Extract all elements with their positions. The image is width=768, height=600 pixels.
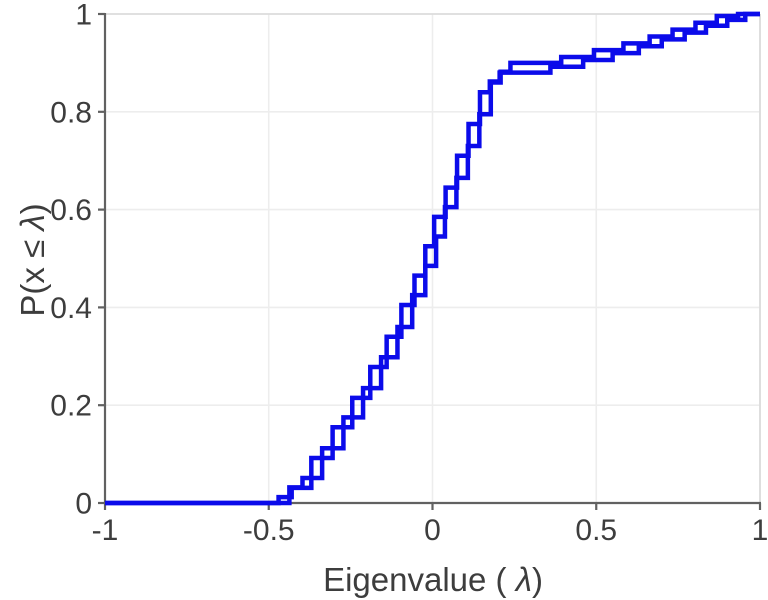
ecdf-curves bbox=[105, 11, 760, 506]
y-axis-label: P(x ≤ λ) bbox=[14, 203, 51, 316]
x-axis-label-text: Eigenvalue ( bbox=[323, 561, 516, 598]
eigenvalue-cdf-1 bbox=[105, 11, 760, 506]
y-tick-label: 0 bbox=[75, 488, 92, 521]
x-tick-label: -0.5 bbox=[243, 514, 295, 547]
y-tick-label: 1 bbox=[75, 0, 92, 32]
y-tick-label: 0.4 bbox=[50, 292, 92, 325]
y-tick-label: 0.6 bbox=[50, 194, 92, 227]
y-axis-label-close: ) bbox=[14, 203, 51, 214]
lambda-symbol: λ bbox=[14, 214, 51, 232]
tick-labels: -1 -0.5 0 0.5 1 0 0.2 0.4 0.6 0.8 1 bbox=[50, 0, 768, 547]
x-tick-label: 1 bbox=[752, 514, 768, 547]
eigenvalue-cdf-2 bbox=[105, 11, 760, 506]
x-axis-label-close: ) bbox=[532, 561, 543, 598]
y-tick-label: 0.2 bbox=[50, 390, 92, 423]
x-tick-label: 0 bbox=[424, 514, 441, 547]
y-axis-label-text: P(x ≤ bbox=[14, 231, 51, 317]
x-tick-label: 0.5 bbox=[575, 514, 617, 547]
lambda-symbol: λ bbox=[514, 561, 532, 598]
x-tick-label: -1 bbox=[92, 514, 119, 547]
x-axis-label: Eigenvalue ( λ) bbox=[323, 561, 543, 598]
y-tick-label: 0.8 bbox=[50, 96, 92, 129]
